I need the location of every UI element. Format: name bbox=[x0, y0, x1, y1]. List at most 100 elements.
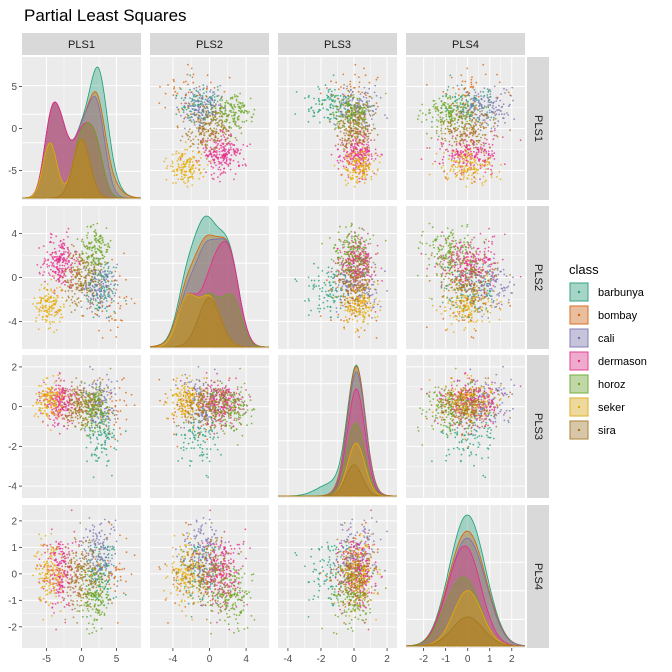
point-sira bbox=[207, 130, 210, 133]
point-seker bbox=[46, 311, 48, 314]
point-sira bbox=[228, 140, 231, 143]
point-seker bbox=[173, 174, 176, 177]
point-seker bbox=[366, 170, 368, 173]
point-barbunya bbox=[317, 97, 320, 100]
point-seker bbox=[171, 170, 174, 173]
point-barbunya bbox=[334, 289, 337, 291]
point-cali bbox=[494, 114, 497, 117]
point-seker bbox=[171, 160, 174, 163]
point-cali bbox=[199, 105, 202, 108]
point-dermason bbox=[212, 155, 215, 157]
point-horoz bbox=[93, 273, 96, 276]
point-sira bbox=[87, 290, 90, 292]
point-dermason bbox=[359, 156, 361, 159]
point-sira bbox=[336, 122, 339, 125]
point-dermason bbox=[60, 243, 63, 246]
point-seker bbox=[38, 314, 41, 316]
point-cali bbox=[183, 117, 186, 120]
point-seker bbox=[489, 164, 492, 166]
point-barbunya bbox=[190, 100, 193, 103]
point-dermason bbox=[216, 153, 219, 156]
point-dermason bbox=[223, 136, 226, 139]
point-seker bbox=[351, 302, 354, 304]
point-seker bbox=[475, 168, 478, 171]
point-bombay bbox=[343, 320, 345, 322]
point-seker bbox=[367, 296, 370, 299]
point-seker bbox=[458, 155, 461, 158]
point-sira bbox=[450, 104, 453, 106]
point-dermason bbox=[195, 159, 198, 162]
point-cali bbox=[368, 124, 371, 126]
point-dermason bbox=[487, 150, 490, 153]
point-dermason bbox=[230, 158, 232, 161]
point-dermason bbox=[343, 150, 345, 153]
point-cali bbox=[95, 293, 98, 296]
point-seker bbox=[360, 165, 363, 168]
point-cali bbox=[351, 90, 354, 93]
point-seker bbox=[466, 178, 469, 180]
point-cali bbox=[342, 101, 345, 104]
point-horoz bbox=[432, 99, 435, 102]
point-horoz bbox=[94, 246, 96, 248]
point-sira bbox=[192, 138, 195, 141]
point-cali bbox=[99, 306, 102, 309]
point-horoz bbox=[359, 240, 362, 243]
point-bombay bbox=[101, 310, 104, 313]
point-barbunya bbox=[317, 99, 320, 102]
point-barbunya bbox=[111, 280, 113, 282]
point-cali bbox=[375, 292, 378, 294]
point-horoz bbox=[98, 235, 101, 238]
point-cali bbox=[102, 295, 104, 297]
point-dermason bbox=[374, 148, 377, 151]
point-cali bbox=[109, 296, 112, 299]
point-seker bbox=[198, 168, 201, 171]
point-dermason bbox=[354, 269, 357, 272]
point-seker bbox=[184, 148, 187, 151]
point-sira bbox=[461, 122, 464, 125]
point-cali bbox=[495, 106, 497, 109]
point-cali bbox=[483, 105, 486, 107]
point-seker bbox=[358, 151, 360, 154]
point-barbunya bbox=[332, 107, 335, 110]
point-barbunya bbox=[204, 118, 207, 121]
point-seker bbox=[353, 152, 355, 154]
point-sira bbox=[202, 109, 205, 112]
point-seker bbox=[465, 185, 468, 188]
point-horoz bbox=[358, 227, 361, 230]
point-horoz bbox=[234, 95, 236, 98]
point-dermason bbox=[222, 143, 225, 146]
point-sira bbox=[74, 262, 76, 265]
point-barbunya bbox=[472, 105, 475, 108]
point-horoz bbox=[346, 104, 349, 107]
point-seker bbox=[377, 283, 379, 286]
point-dermason bbox=[334, 144, 337, 147]
point-barbunya bbox=[307, 298, 310, 300]
point-dermason bbox=[483, 149, 486, 152]
point-dermason bbox=[51, 263, 54, 265]
point-dermason bbox=[238, 165, 240, 168]
point-seker bbox=[482, 175, 485, 178]
point-seker bbox=[166, 165, 169, 168]
point-barbunya bbox=[124, 299, 127, 302]
point-barbunya bbox=[101, 285, 103, 287]
point-sira bbox=[489, 146, 491, 149]
point-sira bbox=[476, 120, 479, 123]
point-sira bbox=[493, 122, 496, 125]
point-seker bbox=[360, 156, 363, 158]
point-dermason bbox=[476, 153, 479, 156]
point-barbunya bbox=[199, 102, 202, 105]
point-cali bbox=[199, 122, 202, 124]
point-sira bbox=[455, 109, 458, 112]
point-barbunya bbox=[332, 74, 335, 77]
point-sira bbox=[466, 129, 469, 132]
point-seker bbox=[463, 176, 465, 179]
point-dermason bbox=[354, 164, 357, 167]
point-cali bbox=[473, 108, 475, 111]
point-sira bbox=[443, 120, 446, 122]
point-seker bbox=[484, 181, 486, 183]
point-seker bbox=[474, 177, 477, 180]
point-barbunya bbox=[193, 103, 196, 105]
point-sira bbox=[477, 128, 480, 131]
panel-data bbox=[150, 215, 269, 348]
point-sira bbox=[475, 120, 477, 122]
